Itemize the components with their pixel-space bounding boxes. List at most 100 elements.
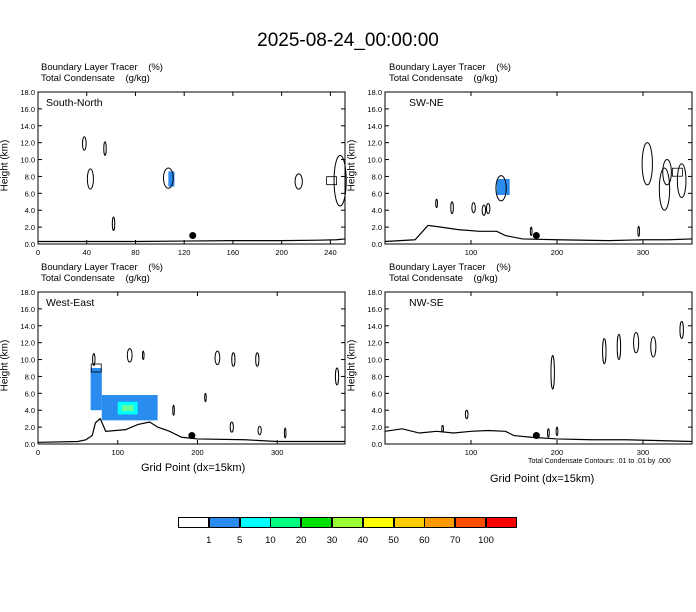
condensate-contour — [550, 354, 555, 390]
colorbar-label: 50 — [388, 535, 399, 546]
location-marker — [532, 232, 540, 240]
condensate-contour — [464, 409, 469, 420]
y-tick-label: 0.0 — [25, 440, 35, 449]
plot-frame — [37, 291, 346, 445]
location-marker — [532, 432, 540, 440]
plot-svg: 0.0 2.0 4.0 6.0 8.0 10.0 12.0 14.0 16.0 18.0 0 100 2… — [20, 288, 346, 457]
y-tick-label: 10.0 — [367, 156, 382, 165]
condensate-contour — [111, 216, 116, 231]
condensate-contour — [679, 321, 684, 339]
x-tick-label: 240 — [324, 248, 337, 257]
y-tick-label: 18.0 — [20, 88, 35, 97]
y-tick-label: 6.0 — [372, 389, 382, 398]
x-tick-label: 300 — [637, 248, 650, 257]
plot-svg: 0.0 2.0 4.0 6.0 8.0 10.0 12.0 14.0 16.0 18.0 0 40 80… — [20, 88, 347, 257]
y-tick-label: 10.0 — [367, 356, 382, 365]
x-tick-label: 200 — [275, 248, 288, 257]
colorbar-label: 70 — [449, 535, 461, 546]
plot-frame — [37, 91, 346, 245]
panel-south-north: Boundary Layer Tracer (%) Total Condensa… — [5, 62, 347, 257]
x-axis-label: Grid Point (dx=15km) — [141, 462, 246, 474]
y-tick-label: 4.0 — [372, 406, 382, 415]
condensate-contour — [204, 392, 207, 403]
tracer-shading — [496, 178, 510, 196]
terrain-line — [37, 417, 345, 443]
contour-footnote: Total Condensate Contours: .01 to .01 by… — [528, 458, 671, 465]
y-tick-label: 4.0 — [25, 206, 35, 215]
y-tick-label: 2.0 — [25, 423, 35, 432]
plot-svg: 0.0 2.0 4.0 6.0 8.0 10.0 12.0 14.0 16.0 18.0 100 20… — [367, 288, 693, 457]
cross-section-label: SW-NE — [409, 97, 444, 109]
y-tick-label: 8.0 — [372, 172, 382, 181]
x-tick-label: 200 — [551, 448, 564, 457]
main-title: 2025-08-24_00:00:00 — [257, 30, 439, 51]
y-tick-label: 2.0 — [25, 223, 35, 232]
colorbar-label: 10 — [265, 535, 276, 546]
panel-title: Boundary Layer Tracer (%) Total Condensa… — [389, 262, 511, 284]
y-tick-label: 4.0 — [372, 206, 382, 215]
cross-section-label: West-East — [46, 297, 94, 309]
colorbar-swatch — [393, 517, 425, 528]
y-tick-label: 0.0 — [372, 240, 382, 249]
condensate-contour — [481, 204, 487, 216]
y-axis-label: Height (km) — [0, 139, 11, 192]
x-tick-label: 100 — [111, 448, 124, 457]
colorbar-swatch — [424, 517, 456, 528]
colorbar-label: 1 — [206, 535, 212, 546]
x-tick-label: 300 — [271, 448, 284, 457]
y-tick-label: 16.0 — [367, 305, 382, 314]
colorbar-label: 60 — [419, 535, 430, 546]
colorbar-swatch — [239, 517, 271, 528]
contour-label-box — [326, 176, 337, 186]
y-tick-label: 14.0 — [20, 322, 35, 331]
condensate-contour — [141, 350, 145, 361]
x-tick-label: 200 — [551, 248, 564, 257]
condensate-contour — [441, 424, 444, 433]
condensate-contour — [555, 426, 559, 437]
colorbar-swatch — [332, 517, 363, 528]
y-tick-label: 8.0 — [372, 372, 382, 381]
y-axis-label: Height (km) — [0, 339, 11, 392]
condensate-contour — [231, 352, 236, 367]
colorbar-swatch — [362, 517, 394, 528]
x-tick-label: 200 — [191, 448, 204, 457]
y-tick-label: 14.0 — [367, 122, 382, 131]
colorbar-swatch — [486, 517, 517, 528]
tracer-shading — [121, 405, 134, 412]
condensate-contour — [547, 428, 550, 438]
colorbar-swatch — [208, 517, 240, 528]
condensate-contour — [214, 350, 221, 366]
condensate-contour — [637, 225, 641, 237]
condensate-contour — [172, 404, 175, 416]
condensate-contour — [662, 159, 672, 186]
condensate-contour — [81, 136, 87, 151]
y-tick-label: 14.0 — [20, 122, 35, 131]
location-marker — [188, 432, 196, 440]
panel-nw-se: Boundary Layer Tracer (%) Total Condensa… — [352, 262, 693, 457]
y-axis-label: Height (km) — [346, 339, 358, 392]
panel-title: Boundary Layer Tracer (%) Total Condensa… — [41, 62, 163, 84]
panel-title: Boundary Layer Tracer (%) Total Condensa… — [389, 62, 511, 84]
condensate-contour — [616, 333, 622, 361]
panel-west-east: Boundary Layer Tracer (%) Total Condensa… — [5, 262, 346, 457]
x-tick-label: 300 — [637, 448, 650, 457]
x-tick-label: 160 — [227, 248, 240, 257]
y-tick-label: 6.0 — [372, 189, 382, 198]
condensate-contour — [450, 201, 454, 215]
x-tick-label: 80 — [131, 248, 139, 257]
y-tick-label: 0.0 — [25, 240, 35, 249]
y-tick-label: 18.0 — [20, 288, 35, 297]
colorbar-label: 5 — [236, 535, 243, 546]
y-tick-label: 14.0 — [367, 322, 382, 331]
location-marker — [189, 232, 197, 240]
y-tick-label: 16.0 — [367, 105, 382, 114]
x-tick-label: 0 — [36, 448, 40, 457]
colorbar-swatch — [301, 517, 333, 528]
colorbar-label: 30 — [326, 535, 338, 546]
contour-label-box — [671, 167, 683, 177]
y-tick-label: 12.0 — [367, 339, 382, 348]
y-tick-label: 6.0 — [25, 189, 35, 198]
condensate-contour — [162, 167, 174, 189]
condensate-contour — [255, 352, 260, 367]
y-tick-label: 10.0 — [20, 156, 35, 165]
